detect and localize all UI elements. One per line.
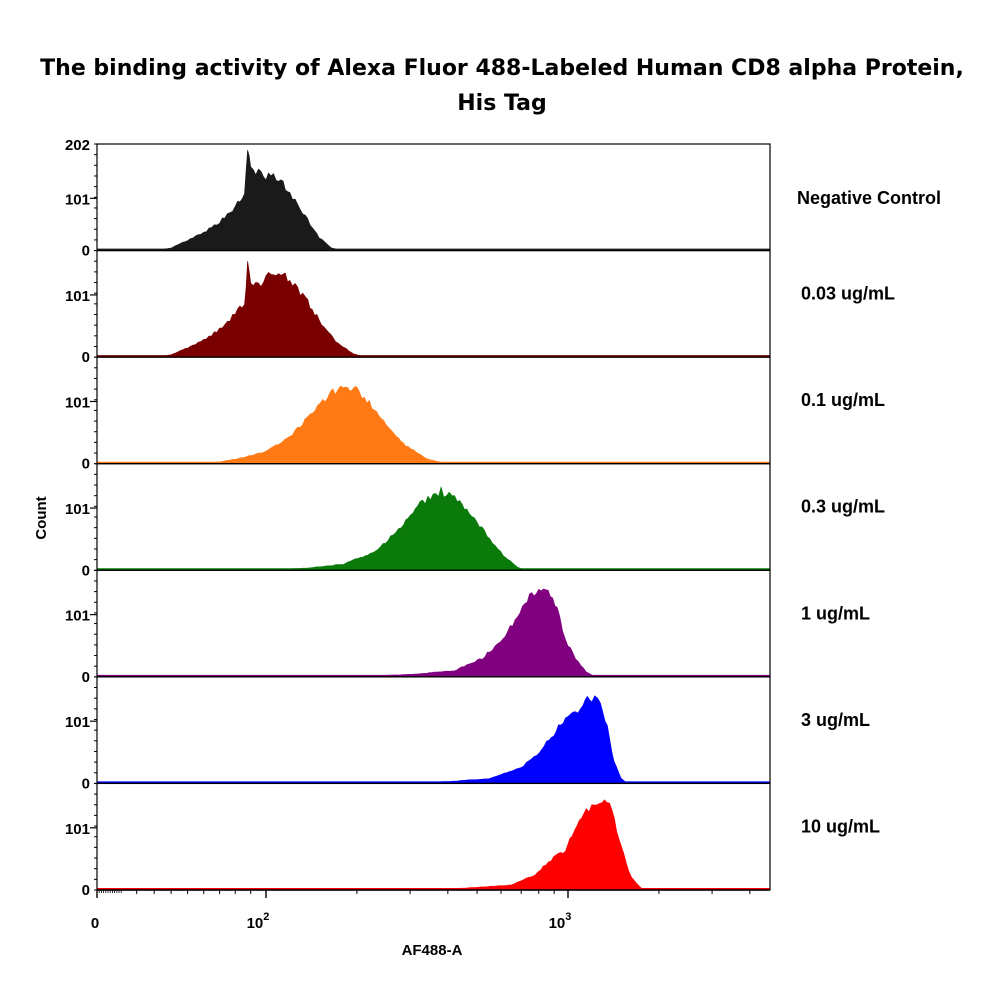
panel-frame-3	[96, 356, 771, 465]
panel-6: 101 0 3 ug/mL	[65, 676, 870, 792]
panel-frame-7	[96, 782, 771, 891]
y-tick-label-zero: 0	[82, 775, 90, 792]
histogram-4	[265, 485, 526, 571]
panel-5: 101 0 1 ug/mL	[65, 569, 870, 686]
chart-title-line-2: His Tag	[457, 91, 546, 116]
series-label-1: Negative Control	[797, 188, 941, 208]
y-tick-label-mid: 101	[65, 191, 90, 208]
y-tick-label-zero: 0	[82, 562, 90, 579]
y-tick-label-max: 202	[65, 137, 90, 154]
y-tick-label-zero: 0	[82, 243, 90, 260]
y-tick-label-zero: 0	[82, 456, 90, 473]
series-label-6: 3 ug/mL	[801, 710, 870, 730]
y-tick-label-mid: 101	[65, 714, 90, 731]
series-label-4: 0.3 ug/mL	[801, 497, 885, 517]
panel-1: 202 101 0 Negative Control	[65, 137, 941, 260]
y-tick-label-zero: 0	[82, 349, 90, 366]
y-tick-label-mid: 101	[65, 821, 90, 838]
histogram-1	[153, 150, 344, 251]
y-tick-label-mid: 101	[65, 288, 90, 305]
histogram-2	[153, 261, 367, 358]
series-label-7: 10 ug/mL	[801, 816, 880, 836]
y-tick-label-zero: 0	[82, 882, 90, 899]
y-tick-label-zero: 0	[82, 669, 90, 686]
x-axis: 0 102 103	[91, 889, 770, 932]
y-tick-label-mid: 101	[65, 608, 90, 625]
panel-7: 101 0 10 ug/mL	[65, 782, 880, 899]
x-tick-label-1: 0	[91, 915, 99, 932]
x-tick-label-2: 102	[247, 911, 270, 932]
y-tick-label-mid: 101	[65, 394, 90, 411]
y-tick-label-mid: 101	[65, 501, 90, 518]
histogram-5	[342, 588, 596, 678]
panel-frame-6	[96, 676, 771, 785]
x-axis-title: AF488-A	[402, 942, 463, 959]
series-label-2: 0.03 ug/mL	[801, 284, 895, 304]
series-label-3: 0.1 ug/mL	[801, 390, 885, 410]
x-tick-label-3: 103	[549, 911, 572, 932]
panel-frame-2	[96, 249, 771, 358]
histogram-3	[195, 385, 449, 465]
y-axis-title: Count	[33, 496, 50, 539]
panel-3: 101 0 0.1 ug/mL	[65, 356, 885, 473]
panel-2: 101 0 0.03 ug/mL	[65, 249, 895, 366]
panel-frame-5	[96, 569, 771, 678]
panel-4: 101 0 0.3 ug/mL	[65, 463, 885, 579]
histogram-6	[356, 695, 628, 784]
chart-title-line-1: The binding activity of Alexa Fluor 488-…	[40, 56, 964, 81]
histogram-7	[386, 799, 649, 891]
series-label-5: 1 ug/mL	[801, 603, 870, 623]
